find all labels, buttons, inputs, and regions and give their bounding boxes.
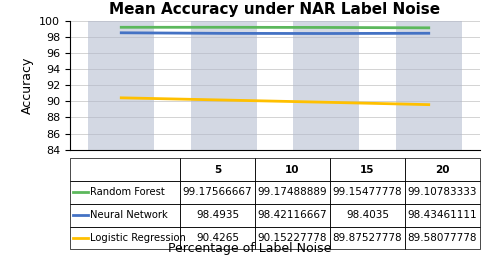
Bar [180,181,255,204]
Bar [70,204,180,227]
Bar [405,158,480,181]
Text: 15: 15 [360,165,375,175]
Text: 98.43461111: 98.43461111 [408,210,478,220]
Bar [70,158,180,181]
Text: 20: 20 [435,165,450,175]
Bar [88,21,154,150]
Text: 5: 5 [214,165,221,175]
Bar [255,158,330,181]
Bar [255,227,330,249]
Bar [396,21,462,150]
Text: 90.15227778: 90.15227778 [258,233,327,243]
Text: Percentage of Label Noise: Percentage of Label Noise [168,243,332,255]
Text: 89.58077778: 89.58077778 [408,233,477,243]
Text: Neural Network: Neural Network [90,210,168,220]
Text: 99.15477778: 99.15477778 [332,188,402,197]
Bar [405,227,480,249]
Bar [191,21,256,150]
Bar [405,181,480,204]
Text: 98.42116667: 98.42116667 [258,210,328,220]
Bar [180,227,255,249]
Bar [70,227,180,249]
Text: 99.10783333: 99.10783333 [408,188,477,197]
Text: Random Forest: Random Forest [90,188,165,197]
Bar [330,158,405,181]
Text: 99.17488889: 99.17488889 [258,188,328,197]
Bar [180,204,255,227]
Title: Mean Accuracy under NAR Label Noise: Mean Accuracy under NAR Label Noise [110,2,440,17]
Bar [70,181,180,204]
Bar [330,181,405,204]
Text: 98.4935: 98.4935 [196,210,239,220]
Bar [330,204,405,227]
Y-axis label: Accuracy: Accuracy [20,57,34,114]
Bar [255,181,330,204]
Bar [330,227,405,249]
Text: 89.87527778: 89.87527778 [332,233,402,243]
Bar [294,21,359,150]
Text: 10: 10 [285,165,300,175]
Text: 98.4035: 98.4035 [346,210,389,220]
Bar [405,204,480,227]
Text: 99.17566667: 99.17566667 [182,188,252,197]
Bar [180,158,255,181]
Text: Logistic Regression: Logistic Regression [90,233,186,243]
Bar [255,204,330,227]
Text: 90.4265: 90.4265 [196,233,239,243]
